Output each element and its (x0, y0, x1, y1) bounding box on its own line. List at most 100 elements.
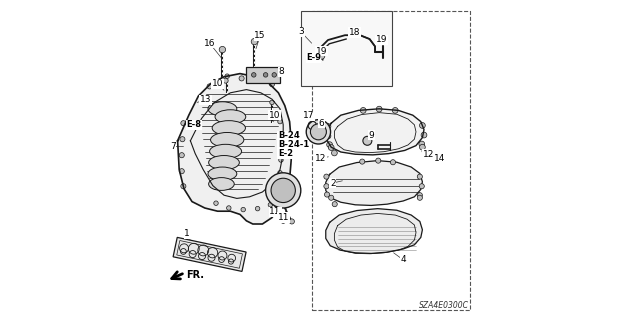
Text: 7: 7 (170, 142, 175, 151)
Circle shape (239, 76, 244, 81)
Text: FR.: FR. (186, 269, 204, 280)
Text: E-2: E-2 (278, 149, 293, 158)
Circle shape (363, 136, 372, 145)
Bar (301, 11, 392, 86)
Circle shape (327, 142, 333, 148)
Ellipse shape (208, 102, 237, 116)
Bar (177, 241, 243, 268)
Circle shape (180, 137, 185, 142)
Polygon shape (326, 161, 422, 205)
Bar (173, 237, 246, 271)
Circle shape (306, 120, 331, 144)
Circle shape (270, 100, 275, 105)
Circle shape (252, 73, 256, 77)
Text: 10: 10 (269, 111, 280, 120)
Circle shape (278, 171, 282, 175)
Circle shape (266, 173, 301, 208)
Circle shape (310, 124, 314, 127)
Circle shape (227, 206, 231, 210)
Text: E-9: E-9 (306, 53, 321, 62)
Ellipse shape (210, 144, 242, 158)
Circle shape (417, 174, 422, 179)
Circle shape (332, 150, 337, 156)
Text: 16: 16 (204, 39, 215, 48)
Polygon shape (326, 209, 422, 253)
FancyBboxPatch shape (246, 67, 280, 83)
Text: 11: 11 (269, 207, 281, 216)
Text: 19: 19 (316, 47, 327, 56)
Circle shape (279, 132, 284, 137)
Text: 15: 15 (255, 31, 266, 40)
Text: 19: 19 (376, 36, 387, 44)
Text: 3: 3 (298, 28, 304, 36)
Circle shape (289, 219, 294, 224)
Circle shape (241, 207, 246, 212)
Ellipse shape (209, 178, 234, 190)
Circle shape (417, 193, 422, 198)
Text: 12: 12 (316, 154, 326, 163)
Text: 13: 13 (200, 95, 211, 104)
Text: 1: 1 (184, 229, 190, 238)
Ellipse shape (209, 156, 239, 170)
Text: 2: 2 (330, 179, 335, 188)
Polygon shape (326, 109, 424, 155)
Circle shape (271, 178, 296, 203)
Circle shape (181, 121, 186, 126)
Circle shape (328, 145, 334, 150)
Circle shape (181, 184, 186, 189)
Circle shape (278, 119, 282, 124)
Circle shape (421, 132, 427, 138)
Text: 11: 11 (278, 213, 289, 222)
Circle shape (272, 73, 276, 77)
Text: 18: 18 (349, 28, 360, 37)
Bar (312, 11, 470, 310)
Text: 12: 12 (423, 150, 435, 159)
Text: 17: 17 (303, 111, 314, 120)
Text: 8: 8 (279, 68, 284, 76)
Circle shape (255, 77, 260, 83)
Circle shape (419, 184, 424, 189)
Circle shape (420, 144, 425, 150)
Circle shape (417, 195, 422, 200)
Circle shape (376, 158, 381, 163)
Ellipse shape (212, 121, 246, 135)
Circle shape (390, 160, 396, 165)
Circle shape (324, 192, 330, 197)
Circle shape (207, 84, 212, 89)
Circle shape (264, 73, 268, 77)
Polygon shape (178, 74, 291, 224)
Circle shape (332, 202, 337, 207)
Text: B-24-1: B-24-1 (278, 140, 309, 149)
Circle shape (223, 78, 228, 83)
Ellipse shape (211, 132, 244, 147)
Circle shape (219, 46, 226, 53)
Text: 6: 6 (319, 119, 324, 128)
Circle shape (255, 206, 260, 211)
Circle shape (324, 174, 329, 179)
Circle shape (280, 145, 284, 149)
Circle shape (251, 38, 257, 45)
Text: 5: 5 (308, 111, 314, 120)
Ellipse shape (215, 110, 246, 124)
Circle shape (360, 159, 365, 164)
Circle shape (325, 133, 331, 139)
Circle shape (376, 106, 382, 112)
Circle shape (325, 124, 331, 129)
Circle shape (360, 108, 366, 113)
Circle shape (204, 97, 211, 103)
Circle shape (179, 169, 184, 174)
Text: 4: 4 (401, 255, 406, 264)
Text: B-24: B-24 (278, 132, 300, 140)
Text: SZA4E0300C: SZA4E0300C (419, 301, 468, 310)
Circle shape (419, 141, 425, 147)
Text: E-8: E-8 (186, 120, 201, 129)
Circle shape (268, 203, 273, 207)
Text: 10: 10 (212, 79, 223, 88)
Circle shape (329, 195, 334, 200)
Circle shape (310, 124, 326, 140)
Circle shape (179, 153, 184, 158)
Text: 14: 14 (435, 154, 445, 163)
Circle shape (269, 82, 275, 87)
Circle shape (279, 158, 284, 162)
Circle shape (319, 53, 325, 59)
